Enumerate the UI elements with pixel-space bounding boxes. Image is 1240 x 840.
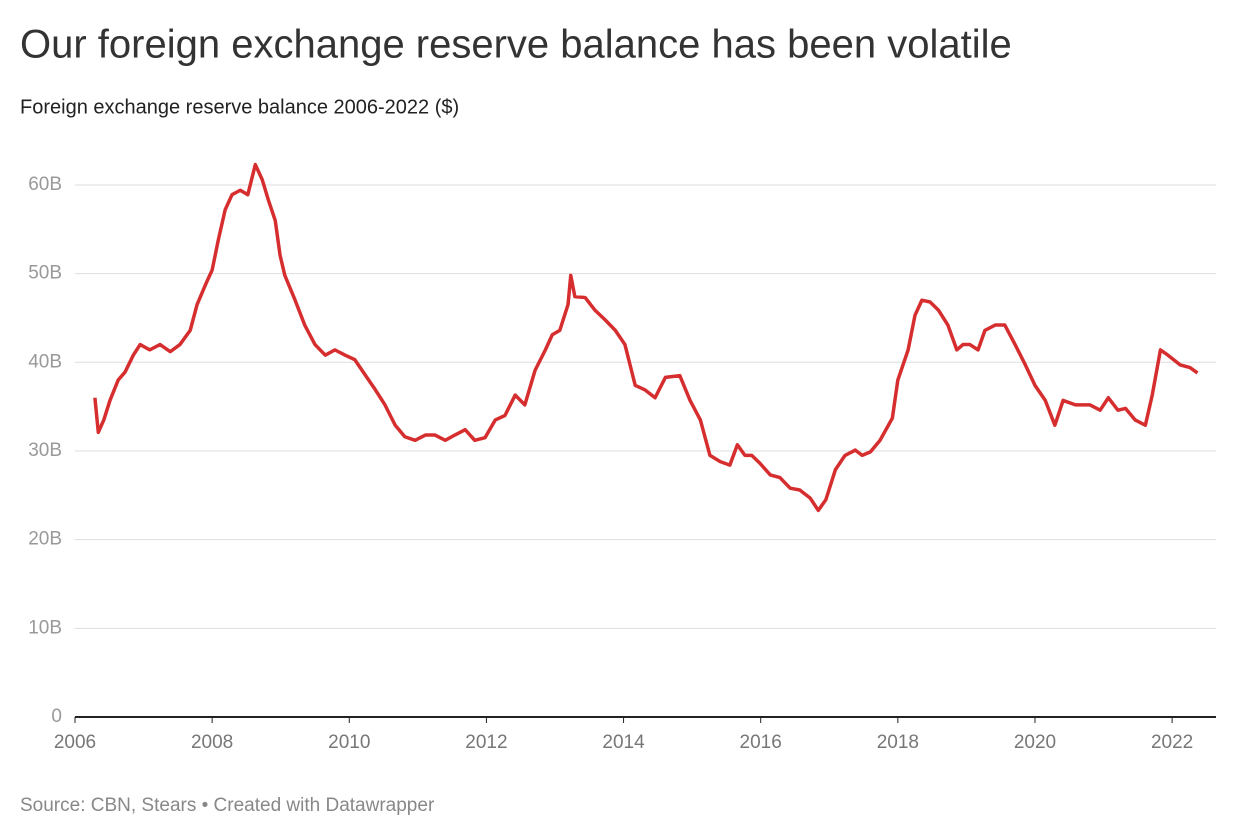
x-tick-label: 2018 [877,732,919,753]
y-tick-label: 50B [28,263,62,284]
x-tick-label: 2010 [328,732,370,753]
y-tick-label: 20B [28,529,62,550]
y-tick-label: 60B [28,174,62,195]
x-tick-label: 2006 [54,732,96,753]
y-tick-label: 40B [28,351,62,372]
x-tick-label: 2012 [465,732,507,753]
x-tick-label: 2008 [191,732,233,753]
y-tick-label: 30B [28,440,62,461]
x-tick-label: 2016 [740,732,782,753]
chart-subtitle: Foreign exchange reserve balance 2006-20… [20,96,459,118]
source-note: Source: CBN, Stears • Created with Dataw… [20,795,435,816]
series-line [93,162,1199,513]
x-tick-label: 2020 [1014,732,1056,753]
x-tick-label: 2014 [602,732,645,753]
y-tick-label: 10B [28,617,62,638]
x-tick-label: 2022 [1151,732,1193,753]
y-tick-label: 0 [51,706,62,727]
chart-title: Our foreign exchange reserve balance has… [20,23,1012,67]
